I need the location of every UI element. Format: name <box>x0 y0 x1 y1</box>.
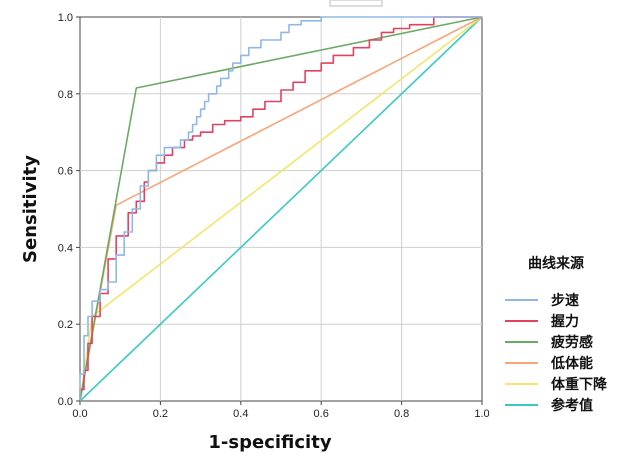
legend-title: 曲线来源 <box>528 255 584 272</box>
x-axis-ticks: 0.0 0.2 0.4 0.6 0.8 1.0 <box>72 401 490 420</box>
y-axis-title: Sensitivity <box>20 155 41 263</box>
x-tick-label: 0.0 <box>72 408 87 420</box>
legend-label: 握力 <box>551 313 579 330</box>
clipped-annotation-box <box>329 0 383 7</box>
series-lines <box>79 16 483 402</box>
legend-label: 低体能 <box>550 355 593 372</box>
y-tick-label: 1.0 <box>58 12 73 24</box>
legend-label: 步速 <box>551 292 579 309</box>
y-tick-label: 0.6 <box>58 166 73 178</box>
x-tick-label: 0.6 <box>314 408 329 420</box>
legend-label: 疲劳感 <box>551 334 593 351</box>
y-axis-ticks: 0.0 0.2 0.4 0.6 0.8 1.0 <box>58 12 80 408</box>
y-tick-label: 0.8 <box>58 89 73 101</box>
x-tick-label: 0.2 <box>153 408 168 420</box>
series-line-3 <box>79 16 483 402</box>
legend-label: 参考值 <box>551 397 593 414</box>
x-tick-label: 1.0 <box>474 408 489 420</box>
y-tick-label: 0.2 <box>58 319 73 331</box>
x-tick-label: 0.4 <box>233 408 248 420</box>
series-line-1 <box>79 16 482 401</box>
x-tick-label: 0.8 <box>394 408 409 420</box>
y-tick-label: 0.4 <box>58 242 73 254</box>
legend-label: 体重下降 <box>551 376 608 393</box>
y-tick-label: 0.0 <box>58 396 73 408</box>
series-line-2 <box>79 16 482 401</box>
series-line-6 <box>79 16 483 402</box>
x-axis-title: 1-specificity <box>208 432 331 453</box>
